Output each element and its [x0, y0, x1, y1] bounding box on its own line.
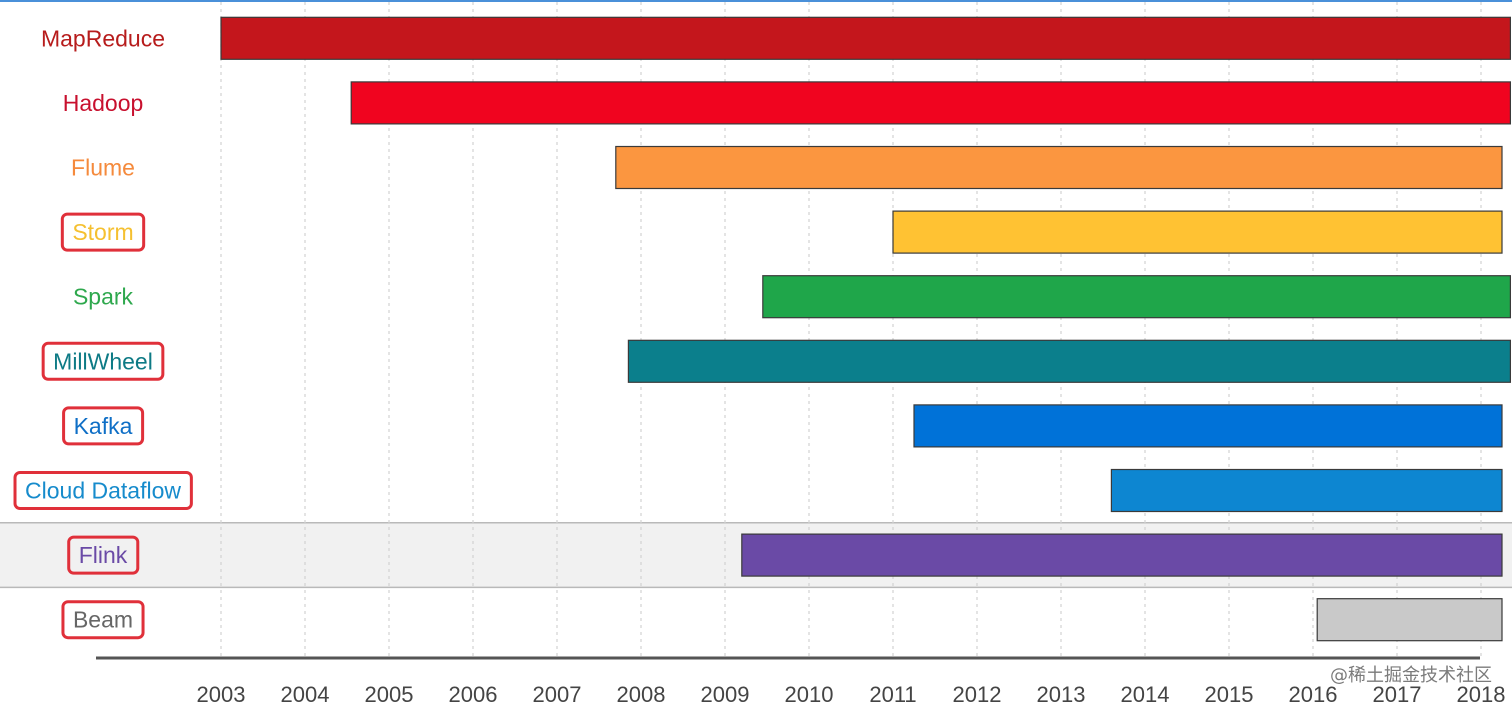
top-border	[0, 0, 1512, 2]
bar-millwheel	[627, 339, 1512, 383]
bar-mapreduce	[220, 16, 1512, 60]
x-tick-label: 2007	[533, 682, 582, 705]
x-tick-label: 2013	[1037, 682, 1086, 705]
x-tick-label: 2010	[785, 682, 834, 705]
label-highlight-box	[13, 471, 193, 510]
bar-flink	[741, 533, 1503, 577]
bar-flume	[615, 145, 1503, 190]
label-highlight-box	[41, 341, 165, 381]
bar-cloud-dataflow	[1110, 468, 1503, 513]
x-tick-label: 2016	[1289, 682, 1338, 705]
row-label-cloud-dataflow: Cloud Dataflow	[25, 478, 181, 504]
x-tick-label: 2003	[197, 682, 246, 705]
x-tick-label: 2012	[953, 682, 1002, 705]
x-tick-label: 2004	[281, 682, 330, 705]
label-highlight-box	[67, 535, 140, 575]
x-tick-label: 2008	[617, 682, 666, 705]
row-label-flink: Flink	[79, 542, 128, 568]
bar-storm	[892, 210, 1503, 254]
row-label-spark: Spark	[73, 284, 134, 310]
bar-beam	[1316, 598, 1503, 642]
row-label-millwheel: MillWheel	[53, 348, 153, 374]
row-label-mapreduce: MapReduce	[41, 25, 165, 51]
x-tick-label: 2014	[1121, 682, 1170, 705]
row-label-hadoop: Hadoop	[63, 90, 144, 116]
bar-spark	[762, 275, 1511, 319]
label-highlight-box	[62, 406, 145, 446]
x-tick-label: 2011	[869, 682, 916, 705]
row-label-beam: Beam	[73, 607, 133, 633]
x-tick-label: 2006	[449, 682, 498, 705]
row-label-flume: Flume	[71, 155, 135, 181]
watermark-text: @稀土掘金技术社区	[1330, 665, 1492, 686]
x-tick-label: 2005	[365, 682, 414, 705]
label-highlight-box	[60, 212, 146, 252]
row-label-kafka: Kafka	[74, 413, 133, 439]
label-highlight-box	[61, 600, 145, 640]
x-tick-label: 2009	[701, 682, 750, 705]
bar-kafka	[913, 404, 1503, 448]
x-tick-label: 2017	[1373, 682, 1422, 705]
bar-hadoop	[350, 81, 1511, 125]
x-tick-label: 2018	[1457, 682, 1506, 705]
x-tick-label: 2015	[1205, 682, 1254, 705]
row-label-storm: Storm	[72, 219, 133, 245]
